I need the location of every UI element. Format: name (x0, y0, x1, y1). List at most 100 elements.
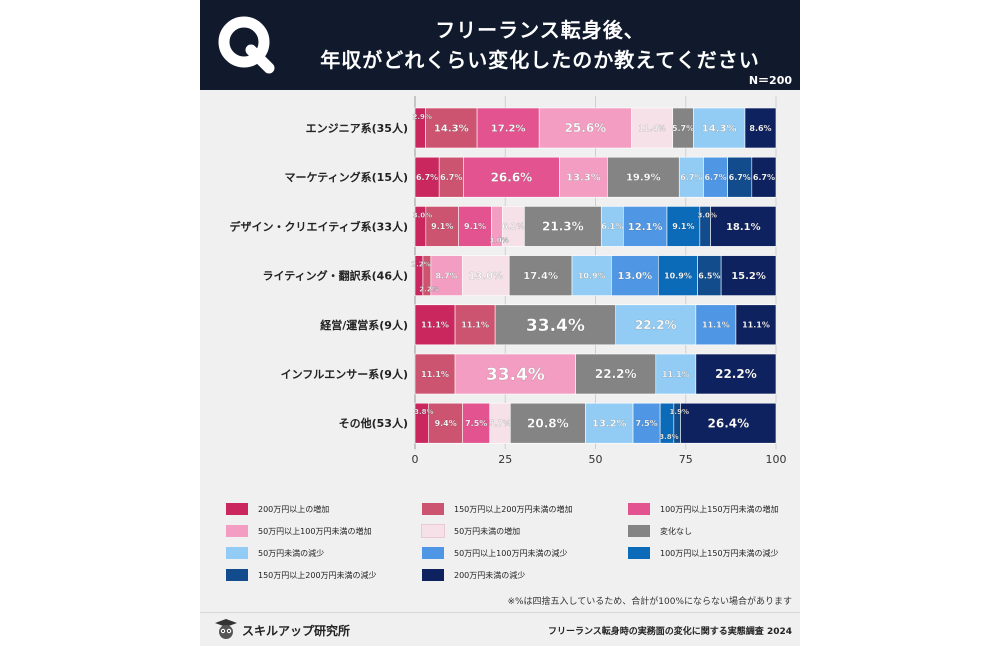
legend-label: 100万円以上150万円未満の減少 (660, 548, 779, 558)
bar-segment (494, 304, 617, 346)
title-line-2: 年収がどれくらい変化したのか教えてください (320, 48, 760, 72)
legend-swatch (422, 547, 444, 559)
legend-swatch (226, 547, 248, 559)
bar-segment (727, 156, 753, 198)
chart-card: フリーランス転身後、 年収がどれくらい変化したのか教えてください N＝200 0… (200, 0, 800, 646)
bar-segment (744, 107, 777, 149)
legend-label: 50万円以上100万円未満の減少 (454, 548, 568, 558)
bar-segment (693, 107, 746, 149)
x-tick-label: 50 (589, 453, 603, 466)
data-label: 5.7% (489, 419, 511, 428)
data-label: 8.6% (749, 124, 771, 133)
legend-swatch (628, 525, 650, 537)
x-tick-label: 0 (412, 453, 419, 466)
data-label: 9.1% (672, 222, 694, 231)
legend-item: 50万円以上100万円未満の減少 (422, 546, 567, 560)
legend-label: 200万円未満の減少 (454, 570, 526, 580)
bar-segment (695, 353, 777, 395)
graduate-owl-icon (215, 619, 237, 639)
bar-segment (703, 156, 728, 198)
data-label: 13.3% (566, 173, 601, 184)
bar-segment (710, 206, 777, 247)
bar-segment (458, 206, 492, 247)
data-label: 3.0% (698, 211, 717, 219)
data-label: 7.5% (465, 419, 487, 428)
bar-segment (425, 206, 459, 247)
data-label: 13.0% (468, 271, 503, 282)
data-label: 25.6% (565, 121, 607, 135)
bar-segment (695, 304, 737, 346)
data-label: 2.9% (413, 113, 432, 121)
data-label: 20.8% (527, 416, 569, 430)
data-label: 1.9% (670, 408, 689, 416)
legend: 200万円以上の増加 150万円以上200万円未満の増加 100万円以上150万円未… (226, 500, 796, 590)
x-tick-label: 75 (679, 453, 693, 466)
category-label: デザイン・クリエイティブ系(33人) (230, 219, 408, 233)
bar-segment (607, 156, 680, 198)
data-label: 2.2% (419, 286, 438, 294)
legend-label: 変化なし (660, 526, 692, 536)
q-icon (218, 16, 275, 74)
data-label: 3.8% (659, 433, 678, 441)
legend-swatch (422, 569, 444, 581)
bar-segment (666, 206, 701, 247)
legend-item: 150万円以上200万円未満の減少 (226, 568, 377, 582)
data-label: 3.8% (414, 408, 433, 416)
category-label: マーケティング系(15人) (285, 170, 408, 184)
bar-segment (461, 255, 510, 296)
footer-divider (200, 612, 800, 613)
data-label: 11.1% (742, 321, 770, 330)
legend-item: 100万円以上150万円未満の減少 (628, 546, 779, 560)
bar-segment (658, 255, 698, 296)
data-label: 6.7% (753, 173, 775, 182)
x-tick-label: 25 (498, 453, 512, 466)
data-label: 22.2% (595, 367, 637, 381)
data-label: 6.7% (680, 173, 702, 182)
data-label: 9.1% (431, 222, 453, 231)
legend-swatch (226, 525, 248, 537)
bar-segment (524, 206, 602, 247)
legend-swatch (226, 503, 248, 515)
bar-segment (414, 156, 440, 198)
data-label: 13.0% (617, 271, 652, 282)
legend-swatch (628, 503, 650, 515)
data-label: 3.0% (413, 211, 432, 219)
bar-segment (454, 353, 576, 395)
legend-swatch (422, 503, 444, 515)
bar-segment (611, 255, 659, 296)
data-label: 10.9% (664, 271, 692, 280)
legend-item: 100万円以上150万円未満の増加 (628, 502, 779, 516)
data-label: 33.4% (526, 316, 585, 336)
bar-segment (559, 156, 608, 198)
bar-segment (632, 402, 661, 444)
data-label: 11.1% (421, 370, 449, 379)
data-label: 6.5% (698, 271, 720, 280)
data-label: 11.1% (702, 321, 730, 330)
data-label: 6.7% (729, 173, 751, 182)
data-label: 7.5% (635, 419, 657, 428)
bar-segment (414, 304, 456, 346)
data-label: 15.2% (731, 271, 766, 282)
data-label: 18.1% (726, 222, 761, 233)
legend-swatch (628, 547, 650, 559)
category-label: その他(53人) (339, 416, 408, 430)
data-label: 6.7% (416, 173, 438, 182)
data-label: 17.4% (523, 271, 558, 282)
legend-swatch (226, 569, 248, 581)
legend-item: 50万円以上100万円未満の増加 (226, 524, 371, 538)
rounding-note: ※%は四捨五入しているため、合計が100%にならない場合があります (507, 597, 792, 607)
title-line-1: フリーランス転身後、 (435, 18, 645, 42)
data-label: 3.0% (489, 236, 508, 244)
legend-swatch (421, 524, 445, 538)
data-label: 6.7% (704, 173, 726, 182)
bar-segment (615, 304, 697, 346)
legend-item: 50万円未満の増加 (421, 524, 521, 538)
data-label: 11.1% (421, 321, 449, 330)
x-tick-label: 100 (766, 453, 787, 466)
legend-item: 200万円未満の減少 (422, 568, 525, 582)
data-label: 2.2% (411, 261, 430, 269)
legend-item: 150万円以上200万円未満の増加 (422, 502, 573, 516)
legend-label: 50万円以上100万円未満の増加 (258, 526, 372, 536)
bar-segment (631, 107, 674, 149)
legend-label: 50万円未満の増加 (454, 526, 521, 536)
